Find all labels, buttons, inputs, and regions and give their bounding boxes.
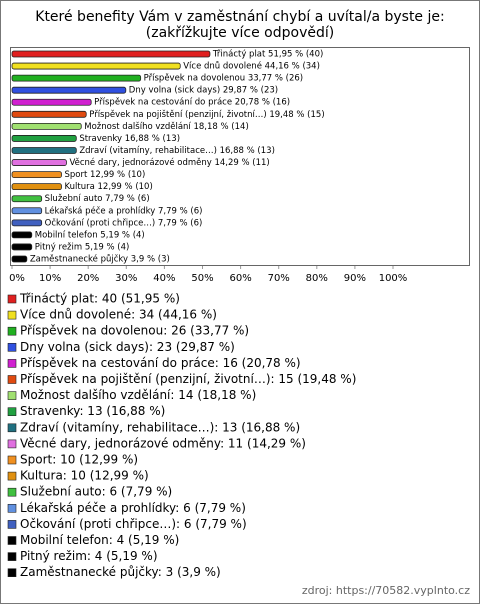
bar-label: Možnost dalšího vzdělání 18,18 % (14) bbox=[84, 121, 249, 132]
legend-swatch bbox=[7, 375, 17, 384]
legend-label: Dny volna (sick days): 23 (29,87 %) bbox=[20, 340, 235, 354]
chart-title: Které benefity Vám v zaměstnání chybí a … bbox=[35, 9, 444, 25]
bar bbox=[11, 135, 77, 142]
bar-label: Lékařská péče a prohlídky 7,79 % (6) bbox=[45, 205, 203, 216]
bar-label: Pitný režim 5,19 % (4) bbox=[35, 242, 130, 252]
legend-swatch bbox=[7, 423, 17, 433]
legend-label: Lékařská péče a prohlídky: 6 (7,79 %) bbox=[20, 501, 246, 515]
x-tick-label: 20% bbox=[77, 273, 99, 284]
bar bbox=[11, 231, 33, 239]
legend-label: Třináctý plat: 40 (51,95 %) bbox=[19, 292, 180, 306]
bar bbox=[11, 183, 62, 191]
bar bbox=[11, 110, 87, 118]
bar bbox=[11, 50, 211, 58]
legend-label: Sport: 10 (12,99 %) bbox=[20, 453, 138, 467]
legend-swatch bbox=[7, 326, 17, 336]
x-tick-label: 40% bbox=[153, 273, 175, 284]
x-tick-label: 100% bbox=[379, 273, 408, 284]
bar bbox=[11, 159, 67, 166]
chart-subtitle: (zakřížkujte více odpovědí) bbox=[146, 25, 334, 41]
legend-swatch bbox=[7, 455, 17, 465]
x-tick-label: 10% bbox=[39, 273, 61, 284]
legend-label: Očkování (proti chřipce…): 6 (7,79 %) bbox=[20, 517, 247, 531]
bar bbox=[11, 255, 28, 263]
legend-label: Zaměstnanecké půjčky: 3 (3,9 %) bbox=[20, 565, 221, 579]
legend-label: Stravenky: 13 (16,88 %) bbox=[20, 404, 165, 418]
source: zdroj: https://70582.vyplnto.cz bbox=[302, 584, 470, 597]
bar bbox=[11, 62, 181, 70]
legend-swatch bbox=[7, 520, 17, 529]
x-tick-label: 60% bbox=[229, 273, 251, 284]
legend-swatch bbox=[7, 503, 17, 513]
bar bbox=[11, 74, 142, 82]
legend-label: Mobilní telefon: 4 (5,19 %) bbox=[20, 533, 179, 547]
plot-area bbox=[10, 47, 470, 266]
bar-label: Stravenky 16,88 % (13) bbox=[79, 134, 180, 144]
bar bbox=[11, 243, 33, 251]
bar bbox=[11, 195, 43, 203]
x-tick-label: 0% bbox=[9, 273, 25, 284]
x-tick-label: 80% bbox=[306, 273, 328, 284]
bar-label: Mobilní telefon 5,19 % (4) bbox=[35, 230, 145, 240]
bar-label: Zdraví (vitamíny, rehabilitace…) 16,88 %… bbox=[79, 146, 275, 156]
legend-label: Příspěvek na dovolenou: 26 (33,77 %) bbox=[20, 324, 249, 338]
legend-label: Zdraví (vitamíny, rehabilitace…): 13 (16… bbox=[20, 420, 300, 434]
legend-swatch bbox=[7, 310, 17, 320]
bar-label: Příspěvek na cestování do práce 20,78 % … bbox=[94, 98, 290, 108]
legend-label: Možnost dalšího vzdělání: 14 (18,18 %) bbox=[20, 388, 256, 402]
bar-label: Věcné dary, jednorázové odměny 14,29 % (… bbox=[69, 157, 269, 168]
bar-label: Kultura 12,99 % (10) bbox=[64, 182, 152, 192]
legend-swatch bbox=[7, 407, 17, 417]
legend-swatch bbox=[7, 359, 17, 368]
bar-label: Příspěvek na dovolenou 33,77 % (26) bbox=[144, 74, 303, 84]
x-tick-label: 30% bbox=[115, 273, 137, 284]
x-tick-label: 90% bbox=[344, 273, 366, 284]
legend-swatch bbox=[7, 487, 17, 497]
bar-label: Dny volna (sick days) 29,87 % (23) bbox=[129, 86, 278, 96]
bar-label: Zaměstnanecké půjčky 3,9 % (3) bbox=[30, 254, 170, 265]
legend-label: Pitný režim: 4 (5,19 %) bbox=[20, 549, 158, 563]
bar-label: Sport 12,99 % (10) bbox=[64, 170, 145, 180]
bar bbox=[11, 147, 77, 154]
bar bbox=[11, 171, 62, 179]
legend-label: Věcné dary, jednorázové odměny: 11 (14,2… bbox=[20, 436, 306, 450]
bar-label: Očkování (proti chřipce…) 7,79 % (6) bbox=[45, 217, 203, 228]
legend-swatch bbox=[7, 391, 17, 400]
legend-label: Více dnů dovolené: 34 (44,16 %) bbox=[20, 308, 217, 322]
bar-label: Třináctý plat 51,95 % (40) bbox=[212, 50, 323, 60]
legend-swatch bbox=[7, 552, 17, 561]
legend-swatch bbox=[7, 568, 17, 578]
bar bbox=[11, 98, 92, 106]
bar bbox=[11, 219, 43, 227]
legend-swatch bbox=[7, 471, 17, 481]
legend-swatch bbox=[7, 439, 17, 449]
bar bbox=[11, 86, 127, 94]
legend-label: Kultura: 10 (12,99 %) bbox=[20, 469, 149, 483]
bar bbox=[11, 207, 43, 215]
legend-label: Příspěvek na cestování do práce: 16 (20,… bbox=[20, 356, 301, 370]
legend-swatch bbox=[7, 294, 17, 304]
legend-swatch bbox=[7, 342, 17, 352]
bar-label: Příspěvek na pojištění (penzijní, životn… bbox=[89, 109, 324, 120]
bar bbox=[11, 122, 82, 130]
x-tick-label: 50% bbox=[191, 273, 213, 284]
x-tick-label: 70% bbox=[268, 273, 290, 284]
legend-swatch bbox=[7, 536, 17, 545]
bar-label: Služební auto 7,79 % (6) bbox=[45, 194, 150, 204]
legend-label: Služební auto: 6 (7,79 %) bbox=[20, 485, 172, 499]
bar-label: Více dnů dovolené 44,16 % (34) bbox=[183, 61, 320, 72]
legend-label: Příspěvek na pojištění (penzijní, životn… bbox=[20, 372, 356, 386]
